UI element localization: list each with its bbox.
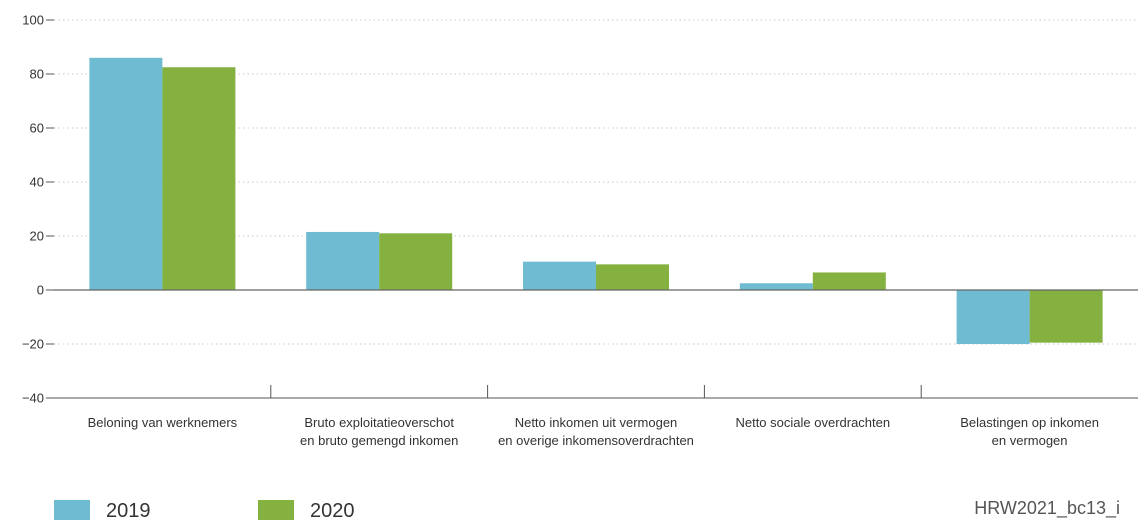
legend: 2019 2020 bbox=[54, 500, 355, 520]
bar-2019-3 bbox=[523, 261, 596, 290]
y-tick-label: 80 bbox=[30, 67, 44, 82]
x-category-label: Netto inkomen uit vermogen en overige ink… bbox=[498, 415, 694, 448]
y-tick-label: 20 bbox=[30, 229, 44, 244]
bar-2020-2 bbox=[379, 233, 453, 290]
x-category-label: Netto sociale overdrachten bbox=[735, 415, 890, 430]
y-tick-label: −20 bbox=[22, 337, 44, 352]
bar-2019-4 bbox=[739, 283, 813, 290]
y-tick-label: 60 bbox=[30, 121, 44, 136]
bar-2020-5 bbox=[1029, 290, 1103, 343]
x-category-label: Belastingen op inkomen en vermogen bbox=[960, 415, 1099, 448]
bar-2019-1 bbox=[89, 57, 163, 290]
x-category-label: Bruto exploitatieoverschot en bruto gemen… bbox=[300, 415, 458, 448]
legend-label-2020: 2020 bbox=[310, 500, 355, 520]
y-tick-label: −40 bbox=[22, 391, 44, 406]
bar-2019-2 bbox=[306, 231, 380, 290]
bar-2020-4 bbox=[812, 272, 886, 290]
bar-2020-3 bbox=[596, 264, 669, 290]
axes: 100 80 60 40 20 0 −20 −40 bbox=[22, 13, 1138, 406]
y-tick-label: 0 bbox=[37, 283, 44, 298]
legend-swatch-2020 bbox=[258, 500, 294, 520]
chart-code-label: HRW2021_bc13_i bbox=[974, 498, 1120, 519]
legend-swatch-2019 bbox=[54, 500, 90, 520]
y-tick-label: 40 bbox=[30, 175, 44, 190]
x-category-label: Beloning van werknemers bbox=[88, 415, 238, 430]
bar-2019-5 bbox=[956, 290, 1030, 344]
legend-label-2019: 2019 bbox=[106, 500, 151, 520]
y-tick-label: 100 bbox=[22, 13, 44, 28]
bar-2020-1 bbox=[162, 67, 236, 290]
category-labels: Beloning van werknemers Bruto exploitatie… bbox=[88, 415, 1099, 448]
bars bbox=[89, 57, 1103, 344]
